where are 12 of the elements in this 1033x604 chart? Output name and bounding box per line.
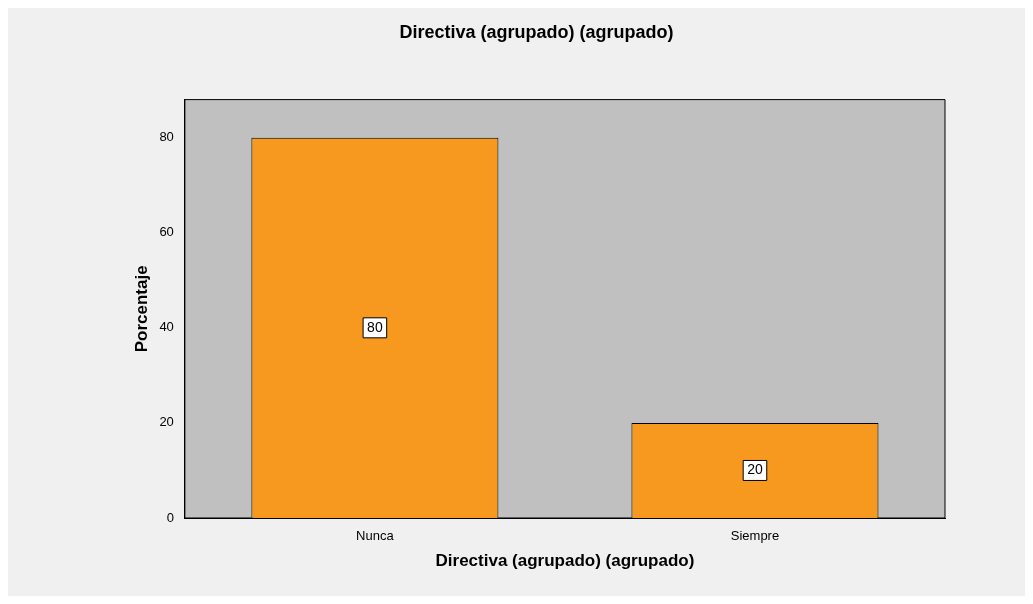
- y-axis-title: Porcentaje: [131, 265, 151, 353]
- y-tick-label: 40: [159, 319, 174, 335]
- x-tick-label: Nunca: [356, 528, 395, 544]
- y-tick-label: 0: [166, 509, 174, 525]
- x-tick-label: Siempre: [730, 528, 780, 544]
- data-label: 80: [367, 318, 383, 335]
- y-tick-label: 60: [159, 224, 174, 240]
- x-axis-title: Directiva (agrupado) (agrupado): [435, 551, 695, 571]
- chart-title: Directiva (agrupado) (agrupado): [399, 21, 674, 42]
- y-tick-label: 80: [159, 129, 174, 145]
- y-tick-label: 20: [159, 414, 174, 430]
- data-label: 20: [747, 461, 763, 478]
